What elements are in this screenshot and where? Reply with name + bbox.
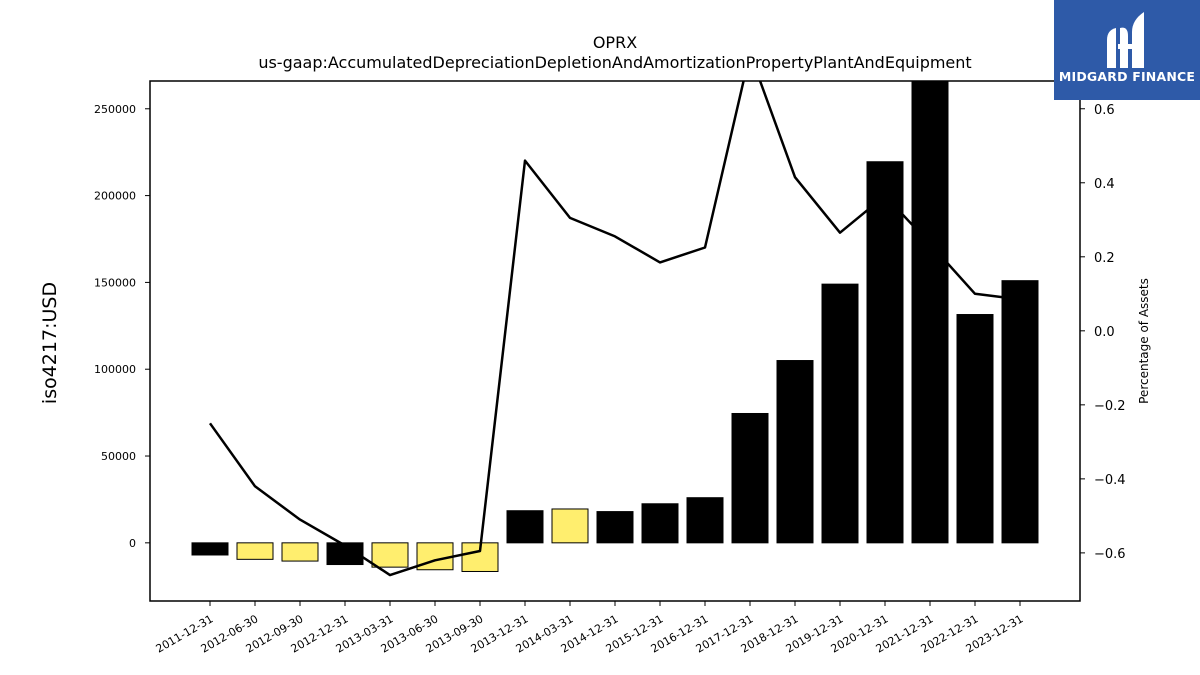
bar-2016-12-31 [686, 497, 724, 544]
bar-series [191, 81, 1039, 572]
y-tick-label: 200000 [94, 190, 136, 203]
y2-tick-label: 0.6 [1094, 103, 1115, 118]
bar-2023-12-31 [1001, 280, 1039, 544]
y-tick-label: 50000 [101, 450, 136, 463]
bar-2022-12-31 [956, 314, 994, 544]
bar-2012-09-30 [281, 542, 319, 562]
chart-title: OPRX [593, 33, 637, 52]
bar-2019-12-31 [821, 283, 859, 544]
bar-2011-12-31 [191, 542, 229, 556]
brand-logo: MIDGARD FINANCE [1054, 0, 1200, 100]
y2-tick-label: −0.6 [1094, 547, 1126, 562]
y-tick-label: 0 [129, 537, 136, 550]
y2-tick-label: 0.2 [1094, 251, 1115, 266]
bar-2012-06-30 [236, 542, 274, 560]
bar-2015-12-31 [641, 503, 679, 544]
bar-2018-12-31 [776, 360, 814, 544]
logo-text: MIDGARD FINANCE [1058, 69, 1196, 84]
y2-tick-label: 0.4 [1094, 177, 1115, 192]
y2-axis-label: Percentage of Assets [1137, 278, 1151, 404]
y2-tick-label: −0.2 [1094, 399, 1126, 414]
y-tick-label: 150000 [94, 276, 136, 289]
bar-2013-03-31 [371, 542, 409, 568]
y-tick-label: 250000 [94, 103, 136, 116]
line-percentage-of-assets [208, 81, 1021, 577]
bar-2021-12-31 [911, 81, 949, 544]
y-tick-label: 100000 [94, 363, 136, 376]
y2-tick-label: −0.4 [1094, 473, 1126, 488]
logo-mark-icon [1107, 12, 1144, 69]
bar-2013-12-31 [506, 510, 544, 544]
bar-2017-12-31 [731, 412, 769, 544]
y-axis-label: iso4217:USD [39, 282, 61, 404]
bar-2012-12-31 [326, 542, 364, 566]
bar-2020-12-31 [866, 161, 904, 544]
bar-2014-12-31 [596, 511, 634, 544]
chart-subtitle: us-gaap:AccumulatedDepreciationDepletion… [258, 53, 971, 72]
line-series [208, 81, 1021, 577]
y2-tick-label: 0.0 [1094, 325, 1115, 340]
bar-2014-03-31 [551, 508, 589, 544]
